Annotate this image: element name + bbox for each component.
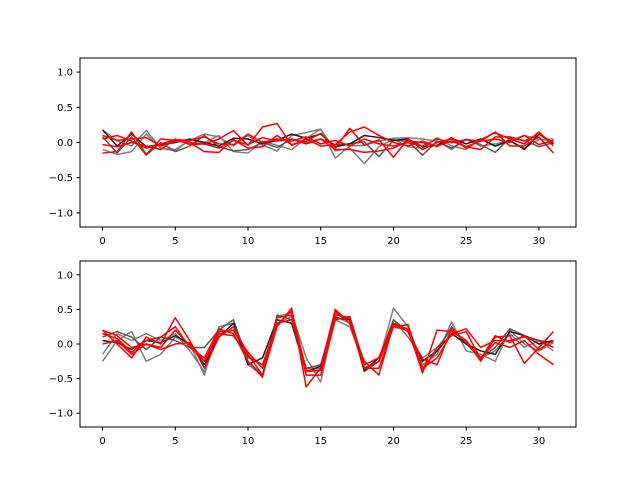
y-tick-label: 1.0	[57, 270, 73, 281]
top-chart: 0 5 10 15 20 25 30 −1.0 −0.5 0.0 0.5 1.0	[49, 57, 577, 247]
x-tick-label: 15	[314, 236, 327, 247]
y-tick-label: 0.0	[57, 138, 73, 149]
series-group	[101, 307, 555, 388]
y-tick-label: −1.0	[49, 208, 73, 219]
x-tick-label: 10	[242, 436, 255, 447]
x-tick-label: 15	[314, 436, 327, 447]
x-tick-label: 10	[242, 236, 255, 247]
x-tick-label: 25	[460, 436, 473, 447]
series-line-5	[102, 127, 555, 159]
x-tick-label: 25	[460, 236, 473, 247]
y-tick-label: 1.0	[57, 68, 73, 79]
series-group	[101, 122, 555, 165]
y-tick-label: 0.5	[57, 103, 73, 114]
x-tick-label: 20	[387, 436, 400, 447]
x-tick-label: 5	[172, 236, 178, 247]
x-tick-label: 20	[387, 236, 400, 247]
x-tick-label: 30	[533, 236, 546, 247]
y-tick-label: −0.5	[49, 173, 73, 184]
series-line-7	[102, 310, 554, 373]
x-tick-label: 0	[99, 436, 105, 447]
y-tick-label: −0.5	[49, 374, 73, 385]
bottom-chart: 0 5 10 15 20 25 30 −1.0 −0.5 0.0 0.5 1.0	[49, 260, 577, 447]
y-tick-label: 0.5	[57, 305, 73, 316]
series-line-7	[102, 133, 554, 149]
x-tick-label: 0	[99, 236, 105, 247]
y-tick-label: −1.0	[49, 409, 73, 420]
x-tick-label: 5	[172, 436, 178, 447]
y-tick-label: 0.0	[57, 340, 73, 351]
x-tick-label: 30	[533, 436, 546, 447]
